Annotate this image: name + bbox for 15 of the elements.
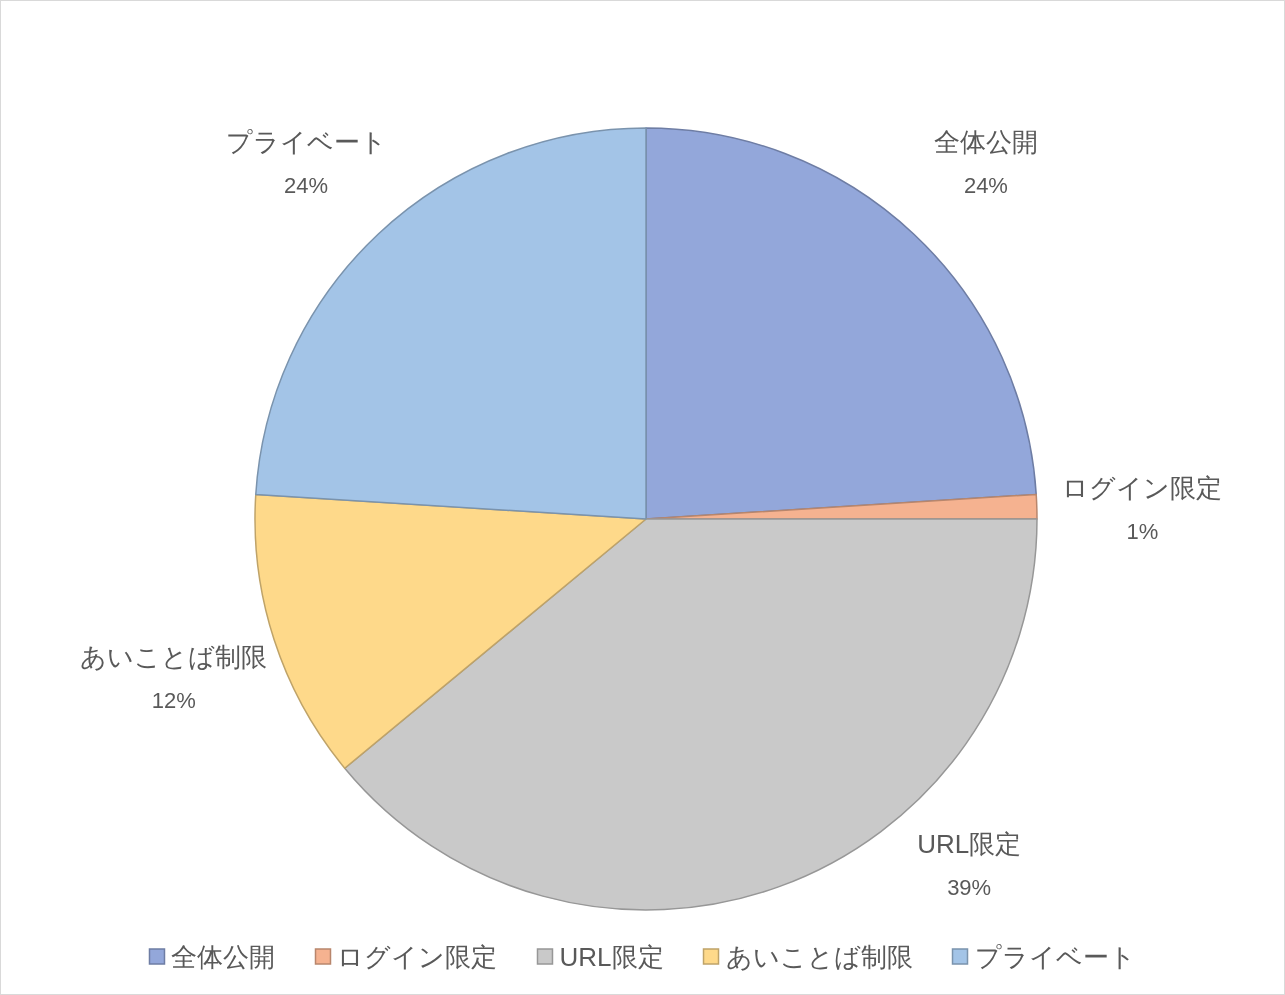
legend-label: 全体公開 (171, 942, 276, 972)
slice-label: URL限定 (917, 829, 1022, 860)
data-label: 24% (284, 173, 329, 199)
legend-label: URL限定 (559, 942, 664, 972)
data-label: 39% (947, 875, 992, 901)
data-label: 12% (151, 688, 196, 714)
slice-label: ログイン限定 (1062, 473, 1223, 504)
slice-label: プライベート (225, 127, 387, 158)
legend-label: ログイン限定 (337, 942, 498, 972)
slice-label: あいことば制限 (80, 642, 268, 673)
data-label: 1% (1126, 519, 1159, 545)
slice-label: 全体公開 (933, 127, 1038, 158)
legend-label: あいことば制限 (725, 942, 913, 972)
data-label: 24% (963, 173, 1008, 199)
legend-label: プライベート (974, 942, 1136, 972)
